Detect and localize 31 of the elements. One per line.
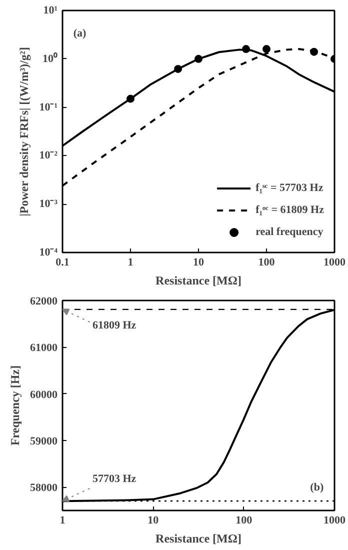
x-tick-label: 0.1 bbox=[56, 256, 70, 268]
annotation: (a) bbox=[73, 28, 87, 40]
y-tick-label: 10¹ bbox=[43, 4, 58, 16]
annotation: 57703 Hz bbox=[92, 473, 136, 486]
annotation: (b) bbox=[310, 482, 324, 494]
x-tick-label: 100 bbox=[258, 256, 276, 268]
x-tick-label: 10 bbox=[193, 256, 204, 268]
x-tick-label: 100 bbox=[236, 514, 253, 526]
y-axis-title: Frequency [Hz] bbox=[8, 365, 22, 446]
legend-label: f₁ˢᶜ = 57703 Hz bbox=[256, 182, 324, 194]
x-tick-label: 1 bbox=[60, 514, 66, 526]
legend-label: f₁ᵒᶜ = 61809 Hz bbox=[256, 204, 324, 216]
y-axis-title: |Power density FRFs| [(W/m³)/g²] bbox=[17, 46, 32, 216]
x-tick-label: 1000 bbox=[324, 256, 346, 268]
y-tick-label: 10⁻⁴ bbox=[39, 246, 58, 258]
y-tick-label: 60000 bbox=[30, 388, 58, 401]
y-tick-label: 10⁻² bbox=[39, 150, 58, 162]
y-tick-label: 62000 bbox=[30, 296, 58, 308]
annotation: 61809 Hz bbox=[92, 319, 136, 332]
y-tick-label: 58000 bbox=[30, 482, 58, 494]
y-tick-label: 59000 bbox=[30, 436, 58, 448]
x-tick-label: 10 bbox=[148, 514, 160, 526]
y-tick-label: 61000 bbox=[30, 342, 58, 354]
x-axis-title: Resistance [MΩ] bbox=[156, 532, 242, 546]
y-tick-label: 10⁻¹ bbox=[39, 101, 58, 114]
x-tick-label: 1 bbox=[128, 256, 134, 268]
y-tick-label: 10⁰ bbox=[42, 52, 58, 65]
legend-label: real frequency bbox=[256, 226, 324, 238]
x-tick-label: 1000 bbox=[324, 514, 346, 526]
x-axis-title: Resistance [MΩ] bbox=[156, 274, 242, 288]
y-tick-label: 10⁻³ bbox=[39, 198, 58, 210]
